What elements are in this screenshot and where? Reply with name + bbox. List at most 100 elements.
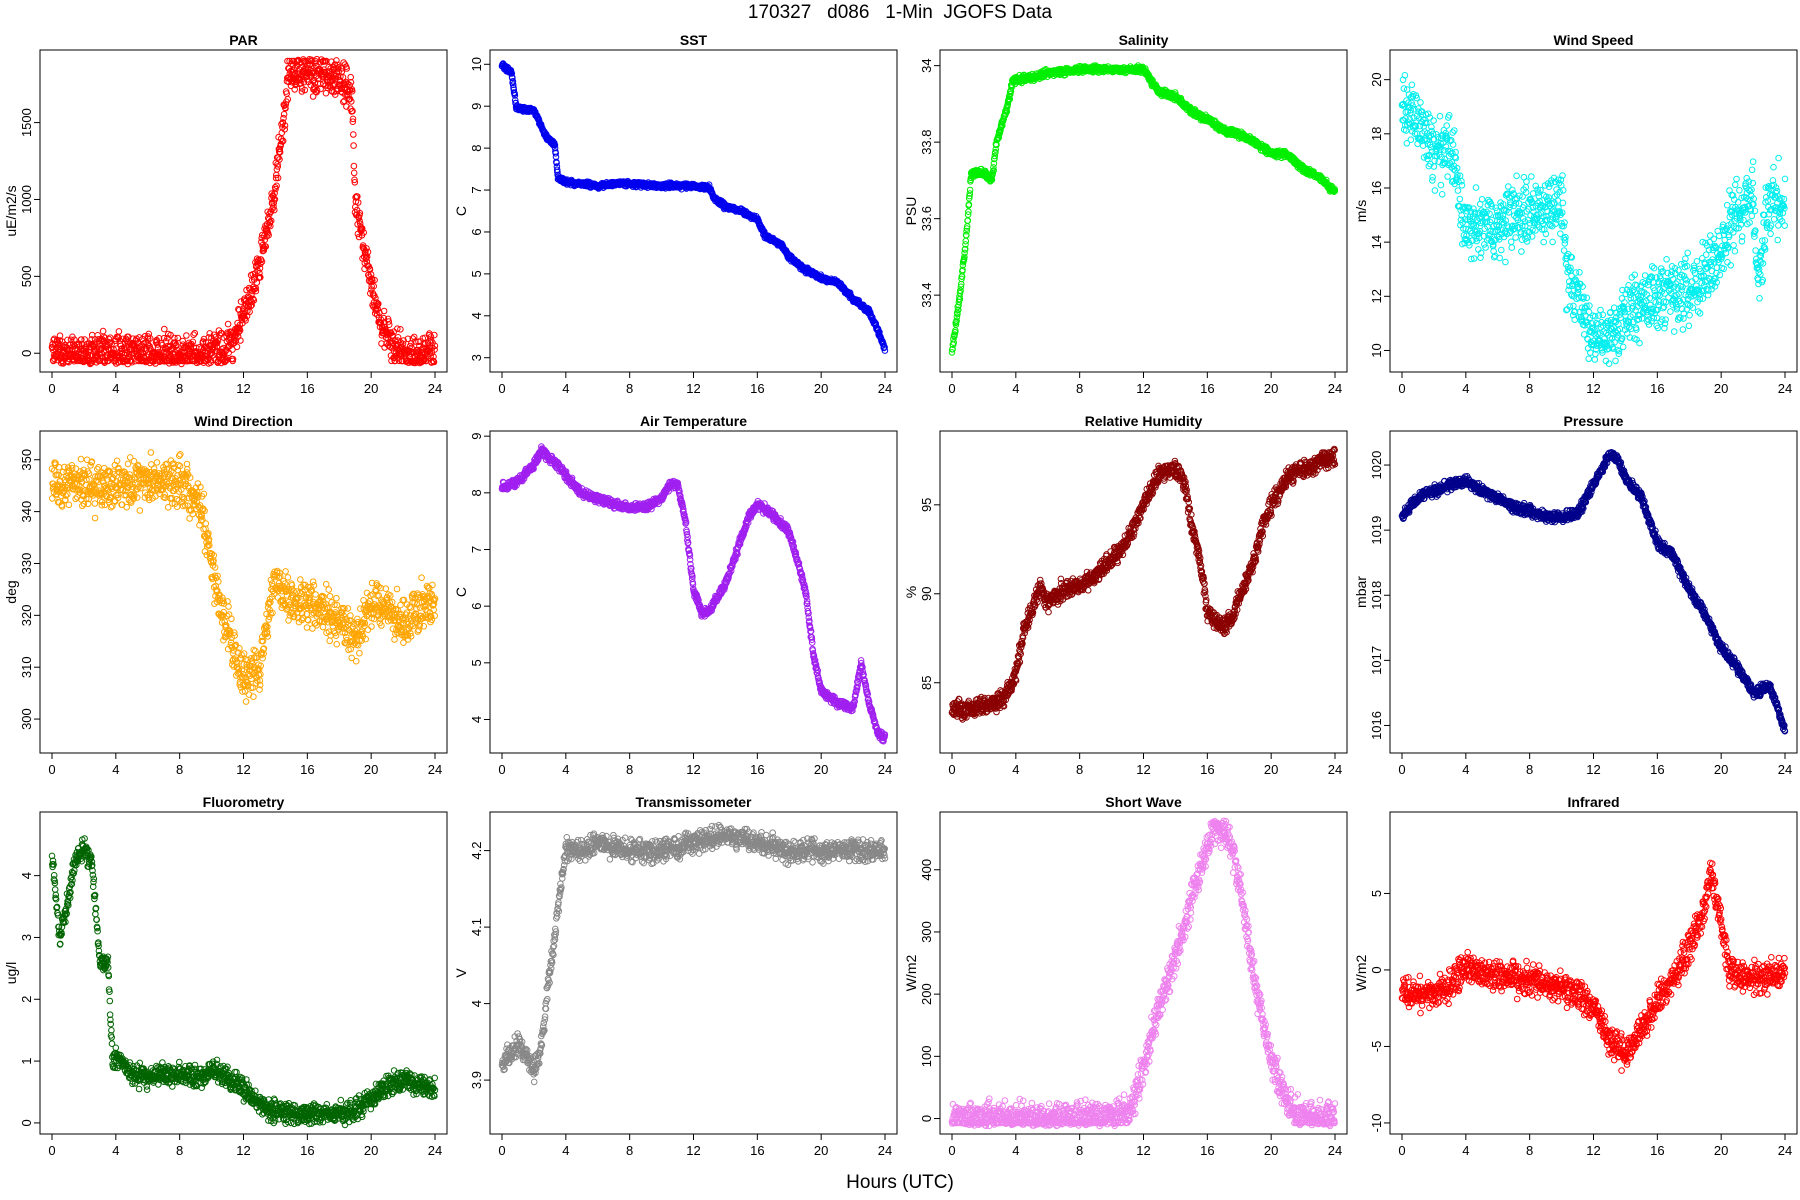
y-tick-label: 33.6: [919, 206, 934, 231]
data-point: [205, 334, 213, 341]
data-point: [354, 199, 362, 206]
figure-title: 170327 d086 1-Min JGOFS Data: [747, 2, 1053, 23]
data-point: [257, 260, 264, 268]
x-tick-label: 0: [1398, 381, 1405, 396]
x-tick-label: 24: [878, 381, 892, 396]
data-point: [255, 256, 262, 264]
data-point: [261, 236, 269, 243]
data-point: [138, 346, 146, 353]
data-point: [154, 341, 161, 348]
data-point: [427, 333, 435, 341]
x-tick-label: 20: [1264, 381, 1278, 396]
data-point: [509, 74, 516, 82]
data-point: [371, 276, 378, 284]
data-point: [1431, 187, 1439, 194]
data-point: [309, 93, 317, 100]
data-point: [356, 209, 364, 217]
data-point: [553, 159, 560, 167]
y-tick-label: 0: [19, 350, 34, 357]
data-point: [356, 217, 363, 225]
data-point: [331, 91, 339, 98]
x-tick-label: 4: [1462, 381, 1469, 396]
data-point: [351, 176, 358, 184]
x-tick-label: 20: [1714, 381, 1728, 396]
data-point: [224, 320, 232, 328]
data-point: [1502, 258, 1509, 266]
data-point: [1559, 199, 1567, 207]
data-point: [1507, 238, 1515, 246]
data-point: [1478, 196, 1486, 203]
data-point: [1540, 238, 1547, 246]
y-tick-label: 33.8: [919, 129, 934, 154]
x-tick-label: 16: [1650, 381, 1664, 396]
data-point: [1508, 244, 1516, 251]
data-point: [1438, 191, 1446, 198]
data-point: [333, 57, 340, 64]
data-point: [349, 115, 357, 123]
data-point: [1585, 355, 1592, 363]
data-point: [508, 70, 516, 77]
data-point: [360, 229, 368, 236]
data-point: [189, 338, 197, 346]
data-point: [397, 326, 404, 333]
data-point: [1498, 246, 1505, 254]
y-tick-label: 33.4: [919, 282, 934, 307]
data-point: [276, 145, 284, 153]
data-point: [363, 245, 370, 252]
data-point: [284, 96, 292, 103]
data-point: [1549, 238, 1556, 246]
data-point: [115, 328, 123, 335]
data-point: [1417, 99, 1424, 106]
data-point: [270, 199, 278, 207]
data-point: [1518, 248, 1525, 255]
data-point: [144, 335, 152, 342]
data-point: [349, 107, 356, 115]
data-point: [179, 337, 186, 345]
data-point: [1663, 256, 1670, 263]
data-point: [270, 203, 277, 210]
panel-title: PAR: [229, 32, 258, 48]
x-tick-label: 8: [1076, 381, 1083, 396]
data-point: [1512, 234, 1519, 241]
data-point: [238, 316, 246, 323]
data-point: [290, 71, 298, 78]
y-tick-label: 1500: [19, 108, 34, 137]
data-series: [948, 62, 1339, 356]
data-point: [1443, 122, 1450, 129]
data-point: [229, 355, 237, 363]
data-point: [313, 55, 321, 63]
data-point: [355, 214, 363, 222]
panel-title: Salinity: [1119, 32, 1169, 48]
data-point: [1612, 357, 1619, 365]
data-point: [207, 357, 215, 364]
data-point: [340, 98, 347, 106]
data-point: [404, 335, 412, 343]
y-axis-label: PSU: [903, 197, 919, 226]
data-point: [511, 92, 519, 99]
data-point: [279, 137, 287, 145]
data-point: [280, 114, 287, 122]
data-point: [128, 358, 136, 366]
data-point: [364, 248, 372, 256]
y-tick-label: 7: [469, 186, 484, 193]
data-point: [271, 196, 279, 203]
data-point: [209, 352, 216, 359]
data-point: [1456, 195, 1464, 203]
y-tick-label: 12: [1369, 289, 1384, 303]
data-point: [78, 336, 85, 343]
data-point: [380, 307, 388, 315]
data-point: [317, 85, 324, 93]
data-point: [267, 217, 275, 225]
data-point: [266, 218, 274, 226]
y-axis-label: m/s: [1353, 200, 1369, 223]
data-point: [290, 57, 298, 65]
data-point: [412, 338, 419, 345]
data-point: [1528, 173, 1535, 180]
data-point: [115, 334, 122, 342]
y-tick-label: 9: [469, 103, 484, 110]
data-point: [363, 253, 371, 261]
y-tick-label: 14: [1369, 235, 1384, 249]
data-point: [262, 243, 270, 250]
